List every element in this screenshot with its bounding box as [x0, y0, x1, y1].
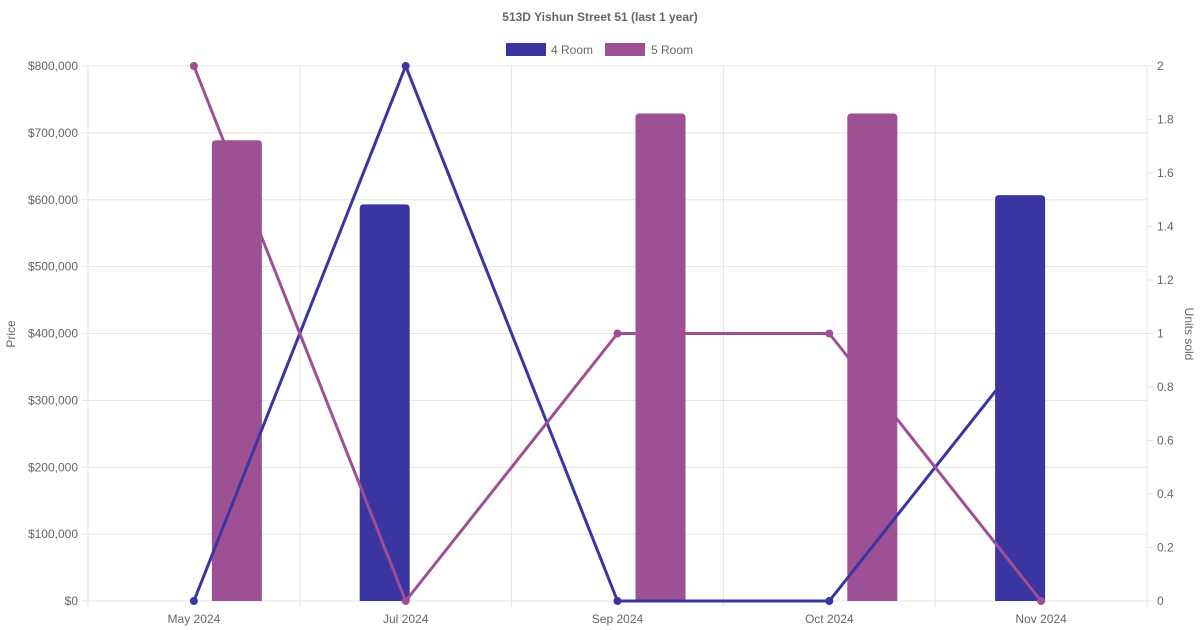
point-5-room[interactable]: [401, 597, 410, 605]
legend-label-5-room: 5 Room: [651, 43, 693, 57]
point-4-room[interactable]: [189, 597, 198, 605]
point-4-room[interactable]: [401, 62, 410, 70]
y-left-tick-label: $400,000: [28, 327, 78, 341]
y-right-tick-label: 1.8: [1157, 113, 1174, 127]
point-4-room[interactable]: [825, 597, 834, 605]
point-5-room[interactable]: [825, 329, 834, 338]
y-left-tick-label: $700,000: [28, 126, 78, 140]
x-tick-label: Sep 2024: [592, 612, 644, 626]
y-right-ticks: 2 1.8 1.6 1.4 1.2 1 0.8 0.6 0.4 0.2 0: [1157, 59, 1174, 608]
y-right-tick-label: 0: [1157, 594, 1164, 608]
y-left-tick-label: $500,000: [28, 260, 78, 274]
y-left-tick-label: $0: [65, 594, 79, 608]
legend: 4 Room 5 Room: [506, 43, 693, 57]
legend-swatch-4-room: [506, 43, 546, 56]
bar-4-room[interactable]: [995, 195, 1046, 601]
bar-5-room[interactable]: [847, 113, 898, 601]
point-4-room[interactable]: [613, 597, 622, 605]
x-tick-label: Nov 2024: [1015, 612, 1067, 626]
legend-item-4-room[interactable]: 4 Room: [506, 43, 593, 57]
y-right-tick-label: 0.2: [1157, 541, 1174, 555]
legend-item-5-room[interactable]: 5 Room: [605, 43, 693, 57]
y-right-tick-label: 2: [1157, 59, 1164, 73]
legend-swatch-5-room: [605, 43, 645, 56]
point-5-room[interactable]: [613, 329, 622, 338]
lines: [189, 62, 1046, 605]
bars: [211, 113, 1046, 601]
bar-5-room[interactable]: [635, 113, 686, 601]
point-5-room[interactable]: [189, 62, 198, 70]
x-tick-label: Oct 2024: [805, 612, 854, 626]
bar-5-room[interactable]: [211, 140, 262, 601]
y-right-tick-label: 1.2: [1157, 273, 1174, 287]
y-right-tick-label: 1.4: [1157, 220, 1174, 234]
y-right-tick-label: 0.6: [1157, 434, 1174, 448]
y-left-axis-label: Price: [4, 320, 18, 348]
x-tick-label: Jul 2024: [383, 612, 429, 626]
x-ticks: May 2024 Jul 2024 Sep 2024 Oct 2024 Nov 2024: [168, 612, 1068, 626]
x-tick-label: May 2024: [168, 612, 221, 626]
legend-label-4-room: 4 Room: [551, 43, 593, 57]
y-left-tick-label: $300,000: [28, 393, 78, 407]
point-4-room[interactable]: [1037, 329, 1046, 338]
y-left-tick-label: $600,000: [28, 193, 78, 207]
y-right-tick-label: 1: [1157, 327, 1164, 341]
y-left-ticks: $800,000 $700,000 $600,000 $500,000 $400,000…: [28, 59, 78, 608]
bar-4-room[interactable]: [359, 204, 410, 601]
y-left-tick-label: $200,000: [28, 460, 78, 474]
point-5-room[interactable]: [1037, 597, 1046, 605]
y-right-axis-label: Units sold: [1182, 308, 1196, 361]
chart-title: 513D Yishun Street 51 (last 1 year): [502, 10, 697, 24]
y-right-tick-label: 0.4: [1157, 487, 1174, 501]
y-right-tick-label: 1.6: [1157, 166, 1174, 180]
y-left-tick-label: $800,000: [28, 59, 78, 73]
y-left-tick-label: $100,000: [28, 527, 78, 541]
y-right-tick-label: 0.8: [1157, 380, 1174, 394]
